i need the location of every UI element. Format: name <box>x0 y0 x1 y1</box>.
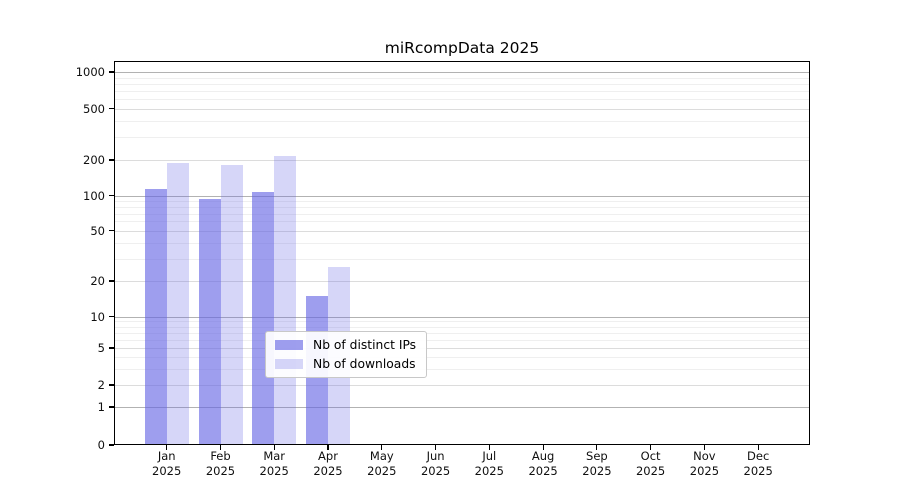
gridline-400 <box>114 121 810 122</box>
gridline-90 <box>114 200 810 202</box>
gridline-60 <box>114 221 810 223</box>
gridline-100 <box>114 195 810 197</box>
x-axis-tick-mark-jun <box>434 445 437 450</box>
y-axis-tick-mark-50 <box>109 229 114 232</box>
legend-label-distinct-ips: Nb of distinct IPs <box>313 338 417 352</box>
y-axis-tick-mark-100 <box>109 194 114 197</box>
chart-title: miRcompData 2025 <box>384 39 540 57</box>
y-axis-tick-label-0: 0 <box>97 438 105 452</box>
legend: Nb of distinct IPs Nb of downloads <box>265 331 428 378</box>
y-axis-tick-mark-500 <box>109 107 114 110</box>
gridline-3 <box>114 368 810 370</box>
gridline-1 <box>114 407 810 408</box>
gridline-8 <box>114 326 810 328</box>
y-axis-tick-mark-10 <box>109 315 114 318</box>
x-axis-tick-mark-feb <box>219 445 222 450</box>
gridline-7 <box>114 332 810 334</box>
y-axis-tick-mark-0 <box>109 444 114 446</box>
gridline-9 <box>114 321 810 323</box>
x-axis-tick-mark-may <box>381 445 383 450</box>
y-axis-tick-mark-2 <box>109 384 114 386</box>
gridline-4 <box>114 357 810 358</box>
y-axis-tick-label-2: 2 <box>97 378 105 392</box>
gridline-50 <box>114 230 810 232</box>
y-axis-tick-mark-1 <box>109 406 114 408</box>
gridline-500 <box>114 108 810 110</box>
x-axis-tick-label-jan: Jan 2025 <box>152 449 182 478</box>
y-axis-tick-label-10: 10 <box>90 309 105 324</box>
legend-item-distinct-ips: Nb of distinct IPs <box>275 338 416 352</box>
gridline-5 <box>114 348 810 349</box>
x-axis-tick-mark-aug <box>542 445 544 450</box>
bar-nb-of-distinct-ips-mar <box>252 191 275 445</box>
gridline-600 <box>114 98 810 100</box>
x-axis-tick-label-apr: Apr 2025 <box>313 449 343 478</box>
legend-swatch-downloads <box>275 359 303 369</box>
gridline-900 <box>114 77 810 79</box>
bar-nb-of-distinct-ips-jan <box>144 189 167 445</box>
plot-area <box>114 61 810 445</box>
gridline-30 <box>114 258 810 260</box>
bar-nb-of-downloads-feb <box>220 165 243 445</box>
y-axis-tick-label-1000: 1000 <box>75 65 105 79</box>
x-axis-tick-mark-jul <box>488 445 490 450</box>
gridline-700 <box>114 90 810 92</box>
y-axis-tick-mark-1000 <box>109 71 114 73</box>
x-axis-tick-label-may: May 2025 <box>367 449 397 478</box>
y-axis-tick-label-5: 5 <box>97 341 105 355</box>
x-axis-tick-mark-mar <box>273 445 275 450</box>
x-axis-tick-mark-dec <box>757 445 759 450</box>
x-axis-tick-mark-oct <box>650 445 652 450</box>
y-axis-tick-mark-200 <box>109 159 114 161</box>
x-axis-tick-label-nov: Nov 2025 <box>689 449 720 478</box>
bar-nb-of-downloads-jan <box>166 162 189 445</box>
y-axis-tick-label-1: 1 <box>97 400 105 414</box>
y-axis-tick-label-500: 500 <box>83 101 105 116</box>
legend-item-downloads: Nb of downloads <box>275 357 416 371</box>
gridline-2 <box>114 385 810 386</box>
legend-label-downloads: Nb of downloads <box>313 357 416 371</box>
y-axis-tick-label-50: 50 <box>90 223 105 238</box>
gridline-300 <box>114 137 810 139</box>
bar-nb-of-distinct-ips-feb <box>198 199 221 445</box>
x-axis-tick-label-mar: Mar 2025 <box>259 449 289 478</box>
x-axis-tick-label-aug: Aug 2025 <box>528 449 558 478</box>
gridline-80 <box>114 206 810 208</box>
y-axis-tick-label-100: 100 <box>83 188 105 203</box>
gridline-70 <box>114 213 810 215</box>
gridline-40 <box>114 242 810 244</box>
y-axis-tick-label-20: 20 <box>90 274 105 288</box>
gridline-10 <box>114 316 810 318</box>
legend-swatch-distinct-ips <box>275 340 303 350</box>
gridline-1000 <box>114 72 810 73</box>
gridline-800 <box>114 83 810 85</box>
x-axis-tick-label-oct: Oct 2025 <box>635 449 666 478</box>
y-axis-tick-mark-5 <box>109 347 114 349</box>
x-axis-tick-label-feb: Feb 2025 <box>205 449 236 478</box>
x-axis-tick-label-dec: Dec 2025 <box>743 449 773 478</box>
x-axis-tick-mark-sep <box>596 445 598 450</box>
x-axis-tick-label-jul: Jul 2025 <box>474 449 504 478</box>
gridline-6 <box>114 339 810 341</box>
x-axis-tick-label-jun: Jun 2025 <box>420 449 451 478</box>
gridline-200 <box>114 160 810 161</box>
x-axis-tick-mark-jan <box>166 445 168 450</box>
bar-nb-of-downloads-mar <box>274 155 297 445</box>
gridline-20 <box>114 281 810 282</box>
y-axis-tick-mark-20 <box>109 280 114 282</box>
x-axis-tick-mark-apr <box>327 445 329 450</box>
x-axis-tick-mark-nov <box>703 445 705 450</box>
x-axis-tick-label-sep: Sep 2025 <box>582 449 612 478</box>
y-axis-tick-label-200: 200 <box>83 153 105 167</box>
